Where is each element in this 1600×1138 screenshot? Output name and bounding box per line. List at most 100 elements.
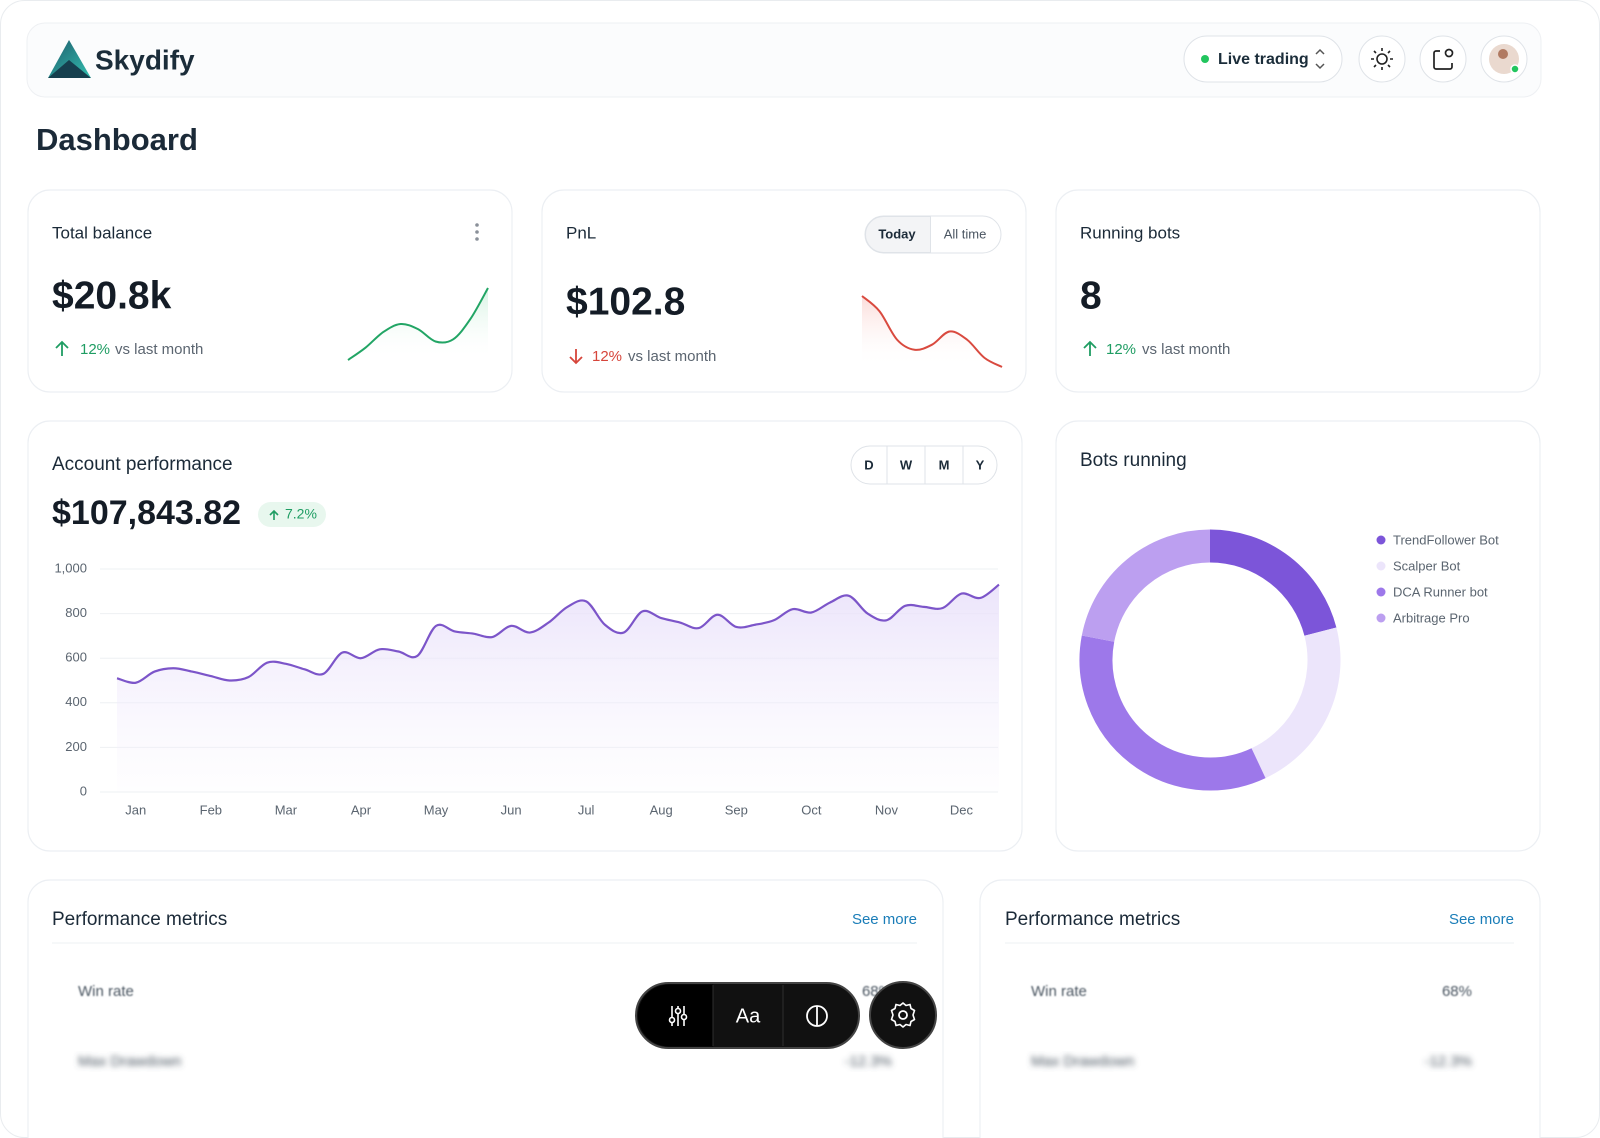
chevrons [1315, 48, 1325, 70]
chart-title: Bots running [1080, 450, 1187, 471]
donut-segment [1209, 529, 1337, 637]
status-dot [1201, 55, 1209, 63]
x-tick-label: Sep [725, 802, 748, 817]
tab[interactable]: All time [944, 226, 987, 241]
brand: Skydify [95, 44, 195, 75]
stat-card [1055, 189, 1541, 393]
donut-segment [1251, 627, 1341, 779]
line-area [117, 584, 999, 792]
stat-title: Running bots [1080, 223, 1180, 242]
metric-label: Max Drawdown [78, 1053, 181, 1070]
stat-change-label: vs last month [1142, 341, 1230, 358]
stat-value: $20.8k [52, 274, 172, 317]
tab-active[interactable] [865, 216, 931, 253]
range-button[interactable]: M [939, 457, 950, 472]
toolbar-dividers [712, 985, 784, 1046]
sparkline-area [862, 296, 1002, 367]
sparkline [347, 287, 489, 361]
range-button[interactable]: Y [976, 457, 985, 472]
y-tick-label: 1,000 [54, 560, 87, 575]
theme-button[interactable] [1358, 35, 1406, 83]
stat-value: 8 [1080, 274, 1102, 317]
stat-title: Total balance [52, 223, 152, 242]
online-dot [1510, 64, 1520, 74]
range-button[interactable]: W [900, 457, 913, 472]
chart-card [1055, 420, 1541, 852]
metrics-card [27, 879, 944, 1138]
menu-button[interactable] [475, 223, 479, 241]
x-tick-label: Jun [501, 802, 522, 817]
trend-arrow [569, 349, 583, 365]
share-dot [1444, 48, 1454, 58]
sun-rays [1371, 48, 1393, 70]
stat-change-label: vs last month [628, 348, 716, 365]
badge-arrow [269, 509, 279, 520]
x-tick-label: Apr [351, 802, 372, 817]
legend-label: Arbitrage Pro [1393, 610, 1470, 625]
mode-selector[interactable] [1183, 35, 1343, 83]
donut-segment [1079, 635, 1266, 791]
see-more[interactable]: See more [852, 911, 917, 928]
metric-row: Win rate 68% [1031, 983, 1472, 1000]
see-more[interactable]: See more [1449, 911, 1514, 928]
stat-change-label: vs last month [115, 341, 203, 358]
stat-change: 12% [1106, 341, 1136, 358]
gear-center [898, 1010, 908, 1020]
settings-button[interactable] [869, 981, 937, 1049]
legend-dot [1376, 535, 1386, 545]
header [26, 22, 1542, 98]
gear-icon [890, 1002, 916, 1028]
legend-label: TrendFollower Bot [1393, 532, 1499, 547]
share-button[interactable] [1419, 35, 1467, 83]
legend-dot [1376, 613, 1386, 623]
range-button[interactable]: D [864, 457, 873, 472]
metric-value: 68% [1442, 983, 1472, 1000]
toolbar: Aa [635, 981, 937, 1049]
stat-change: 12% [592, 348, 622, 365]
x-tick-label: Oct [801, 802, 822, 817]
sparkline-area [348, 288, 488, 360]
x-tick-label: Mar [275, 802, 298, 817]
legend-label: DCA Runner bot [1393, 584, 1488, 599]
y-tick-label: 800 [65, 605, 87, 620]
badge-text: 7.2% [285, 506, 317, 522]
x-tick-label: Jan [125, 802, 146, 817]
toolbar-segment[interactable] [638, 984, 713, 1047]
metric-value: -12.3% [844, 1053, 892, 1070]
page-title: Dashboard [36, 122, 198, 157]
stat-change: 12% [80, 341, 110, 358]
metrics-title: Performance metrics [52, 909, 227, 930]
y-tick-label: 0 [80, 783, 87, 798]
metric-label: Win rate [78, 983, 134, 1000]
donut-segment [1081, 529, 1211, 643]
metrics-title: Performance metrics [1005, 909, 1180, 930]
line [116, 583, 1000, 684]
sun-icon [1376, 53, 1388, 65]
x-tick-label: May [424, 802, 449, 817]
legend-dot [1376, 587, 1386, 597]
avatar-head [1498, 49, 1508, 59]
trend-arrow [55, 340, 69, 356]
x-tick-label: Dec [950, 802, 974, 817]
y-tick-label: 400 [65, 694, 87, 709]
legend-label: Scalper Bot [1393, 558, 1461, 573]
tab[interactable]: Today [878, 226, 916, 241]
text-button[interactable]: Aa [736, 1005, 761, 1027]
sparkline [861, 295, 1003, 368]
y-tick-label: 200 [65, 739, 87, 754]
chart-value: $107,843.82 [52, 494, 241, 532]
x-tick-label: Jul [578, 802, 595, 817]
logo-shade [48, 60, 91, 78]
legend-dot [1376, 561, 1386, 571]
x-tick-label: Feb [200, 802, 222, 817]
stat-value: $102.8 [566, 280, 685, 323]
mode-label: Live trading [1218, 51, 1309, 68]
metric-value: -12.3% [1424, 1053, 1472, 1070]
change-badge [258, 502, 326, 527]
metric-label: Max Drawdown [1031, 1053, 1134, 1070]
metric-row: Max Drawdown -12.3% [78, 1053, 892, 1070]
slider-knobs [668, 1007, 688, 1024]
y-tick-label: 600 [65, 650, 87, 665]
stat-title: PnL [566, 223, 596, 242]
